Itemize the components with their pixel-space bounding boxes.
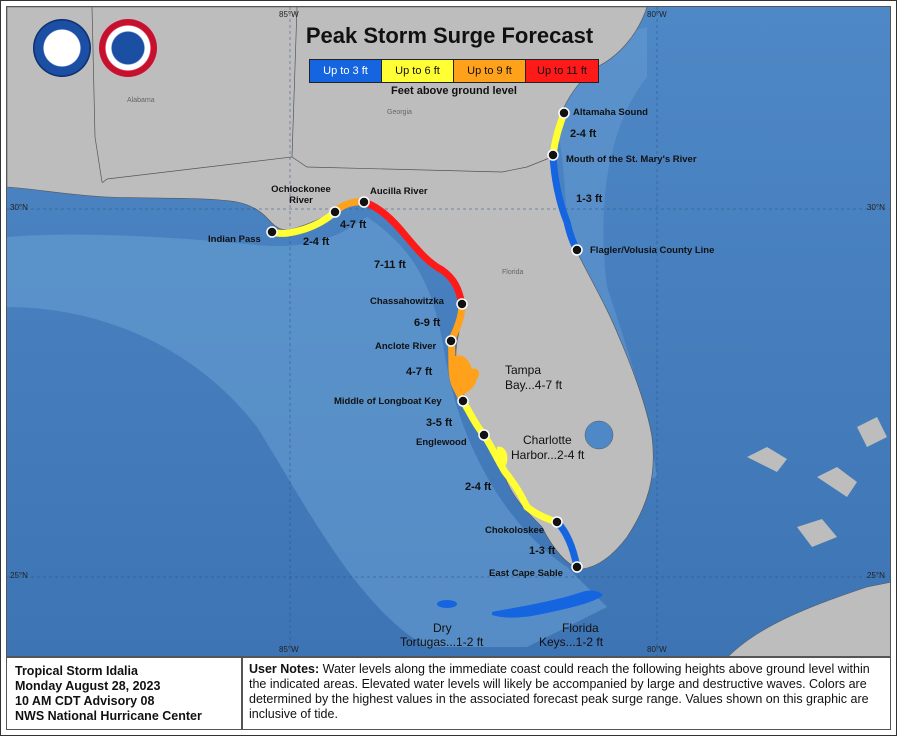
advisory-number: 10 AM CDT Advisory 08 — [15, 694, 155, 708]
label-englewood: Englewood — [416, 437, 467, 448]
marker-flagler — [571, 244, 583, 256]
area-charlotte-line2: Harbor...2-4 ft — [511, 448, 585, 462]
surge-map: Peak Storm Surge Forecast Up to 3 ft Up … — [6, 6, 891, 657]
marker-longboat — [457, 395, 469, 407]
range-anclote-longboat: 4-7 ft — [406, 366, 433, 378]
storm-name: Tropical Storm Idalia — [15, 664, 138, 678]
area-keys-line2: Keys...1-2 ft — [539, 635, 604, 649]
gridlines — [7, 7, 890, 656]
dry-tortugas-fill — [437, 600, 457, 608]
range-englewood-chokoloskee: 2-4 ft — [465, 481, 492, 493]
grid-25n-right: 25°N — [867, 571, 885, 580]
user-notes-heading: User Notes: — [249, 662, 320, 676]
range-aucilla-chassa: 7-11 ft — [374, 259, 406, 271]
range-ne-fl: 1-3 ft — [576, 193, 603, 205]
segment-nefl-blue — [549, 151, 581, 254]
segment-bigbend-red — [360, 198, 466, 308]
legend-up-to-11: Up to 11 ft — [526, 60, 598, 82]
marker-altamaha — [558, 107, 570, 119]
grid-25n-left: 25°N — [10, 571, 28, 580]
area-dry-line1: Dry — [433, 621, 452, 635]
land-bahamas-2 — [817, 467, 857, 497]
area-dry-line2: Tortugas...1-2 ft — [400, 635, 484, 649]
land-bahamas-3 — [857, 417, 887, 447]
state-alabama: Alabama — [127, 97, 155, 104]
marker-east-cape — [571, 561, 583, 573]
marker-st-marys — [547, 149, 559, 161]
label-east-cape: East Cape Sable — [489, 568, 563, 579]
area-tampa-line2: Bay...4-7 ft — [505, 378, 563, 392]
border-al-ms — [91, 7, 103, 183]
land-bahamas-4 — [797, 519, 837, 547]
state-florida: Florida — [502, 269, 524, 276]
legend-note: Feet above ground level — [391, 85, 517, 97]
border-ga-fl — [291, 156, 553, 173]
range-longboat-englewood: 3-5 ft — [426, 417, 453, 429]
label-longboat: Middle of Longboat Key — [334, 396, 442, 407]
area-tampa-line1: Tampa — [505, 363, 542, 377]
range-chassa-anclote: 6-9 ft — [414, 317, 441, 329]
legend-up-to-3: Up to 3 ft — [310, 60, 382, 82]
nws-logo — [99, 19, 157, 77]
tampa-bay-fill — [453, 355, 480, 395]
marker-englewood — [478, 429, 490, 441]
land-cuba — [728, 582, 890, 656]
segment-panhandle-yellow — [268, 208, 339, 237]
map-title: Peak Storm Surge Forecast — [305, 23, 594, 48]
issuing-center: NWS National Hurricane Center — [15, 709, 202, 723]
legend: Up to 3 ft Up to 6 ft Up to 9 ft Up to 1… — [309, 59, 599, 83]
marker-chassahowitzka — [456, 298, 468, 310]
legend-up-to-9: Up to 9 ft — [454, 60, 526, 82]
label-chokoloskee: Chokoloskee — [485, 525, 545, 536]
marker-ochlockonee — [329, 206, 341, 218]
area-charlotte-line1: Charlotte — [523, 433, 572, 447]
map-canvas — [7, 7, 890, 656]
advisory-info: Tropical Storm Idalia Monday August 28, … — [6, 657, 242, 730]
grid-80w-bottom: 80°W — [647, 645, 667, 654]
label-anclote: Anclote River — [375, 341, 437, 352]
lake-okeechobee — [584, 420, 614, 450]
charlotte-harbor-fill — [497, 446, 508, 469]
label-ochlockonee: Ochlockonee River — [271, 184, 331, 206]
state-georgia: Georgia — [387, 109, 412, 116]
user-notes-text: Water levels along the immediate coast c… — [249, 662, 870, 721]
segment-sw-yellow — [459, 397, 561, 526]
grid-85w-top: 85°W — [279, 10, 299, 19]
label-aucilla: Aucilla River — [370, 186, 428, 197]
legend-up-to-6: Up to 6 ft — [382, 60, 454, 82]
advisory-date: Monday August 28, 2023 — [15, 679, 161, 693]
area-keys-line1: Florida — [562, 621, 599, 635]
land-bahamas-1 — [747, 447, 787, 472]
grid-30n-left: 30°N — [10, 203, 28, 212]
range-ga-coast: 2-4 ft — [570, 128, 597, 140]
noaa-logo — [33, 19, 91, 77]
grid-85w-bottom: 85°W — [279, 645, 299, 654]
marker-anclote — [445, 335, 457, 347]
range-chokoloskee-cape: 1-3 ft — [529, 545, 556, 557]
range-ochlockonee-aucilla: 4-7 ft — [340, 219, 367, 231]
label-st-marys: Mouth of the St. Mary's River — [566, 154, 697, 165]
label-chassahowitzka: Chassahowitzka — [370, 296, 444, 307]
label-altamaha: Altamaha Sound — [573, 107, 648, 118]
label-indian-pass: Indian Pass — [208, 234, 261, 245]
user-notes: User Notes: Water levels along the immed… — [242, 657, 891, 730]
marker-indian-pass — [266, 226, 278, 238]
marker-chokoloskee — [551, 516, 563, 528]
gulf-shelf — [7, 217, 607, 647]
grid-80w-top: 80°W — [647, 10, 667, 19]
border-al-fl — [101, 7, 298, 184]
florida-keys-fill — [492, 590, 603, 618]
label-flagler: Flagler/Volusia County Line — [590, 245, 715, 256]
range-indian-ochlockonee: 2-4 ft — [303, 236, 330, 248]
grid-30n-right: 30°N — [867, 203, 885, 212]
marker-aucilla — [358, 196, 370, 208]
endpoint-markers — [266, 107, 583, 573]
